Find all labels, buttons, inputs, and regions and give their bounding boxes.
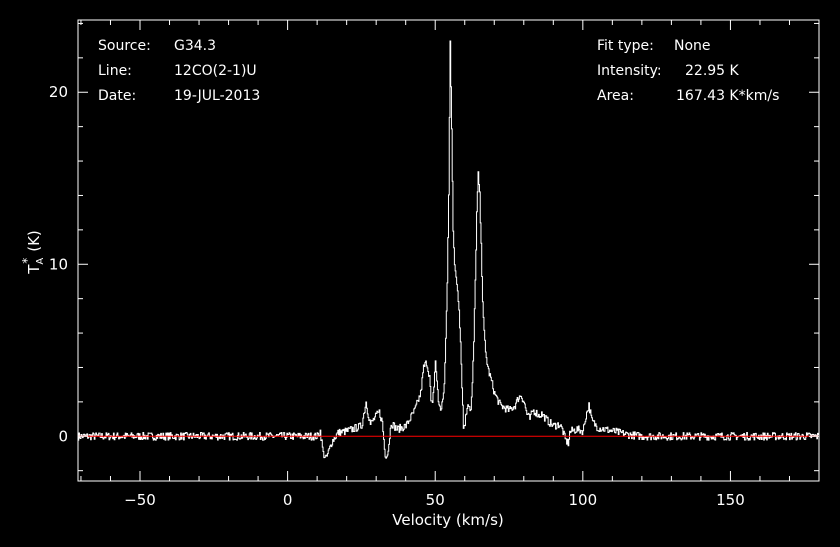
intensity-value: 22.95 K: [685, 63, 740, 79]
y-tick-label: 20: [49, 83, 68, 101]
area-label: Area:: [597, 88, 634, 104]
intensity-label: Intensity:: [597, 63, 662, 79]
date-label: Date:: [98, 88, 136, 104]
x-tick-label: 150: [716, 491, 745, 509]
x-tick-label: 0: [283, 491, 293, 509]
plot-frame: [77, 19, 820, 482]
x-axis-label: Velocity (km/s): [392, 511, 503, 529]
fit-type-value: None: [674, 38, 711, 54]
fit-type-label: Fit type:: [597, 38, 654, 54]
y-axis-label-sub: A: [35, 258, 46, 265]
spectrum-line: [78, 40, 820, 459]
y-tick-label: 0: [58, 427, 68, 445]
area-value: 167.43 K*km/s: [676, 88, 779, 104]
source-label: Source:: [98, 38, 151, 54]
y-axis-label-unit: (K): [25, 230, 43, 252]
x-tick-label: −50: [124, 491, 156, 509]
y-tick-label: 10: [49, 255, 68, 273]
x-tick-label: 50: [426, 491, 445, 509]
source-value: G34.3: [174, 38, 216, 54]
svg-text:TA*(K): TA* (K): [20, 230, 46, 275]
line-value: 12CO(2-1)U: [174, 63, 257, 79]
y-axis-label: TA* (K): [20, 230, 46, 275]
date-value: 19-JUL-2013: [174, 88, 260, 104]
y-axis-label-main: T: [25, 264, 43, 275]
y-axis-label-sup: *: [20, 258, 34, 264]
line-label: Line:: [98, 63, 132, 79]
x-tick-label: 100: [569, 491, 598, 509]
